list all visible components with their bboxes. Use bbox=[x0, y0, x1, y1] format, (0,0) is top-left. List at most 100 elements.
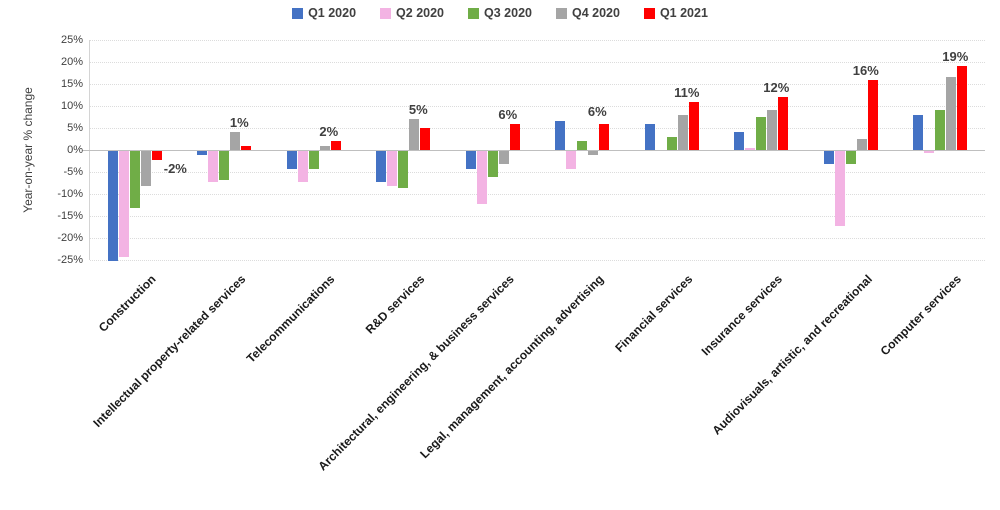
legend-swatch-icon bbox=[468, 7, 480, 19]
x-category-label: Legal, management, accounting, advertisi… bbox=[417, 272, 607, 462]
x-category-label: Construction bbox=[95, 272, 159, 335]
x-category-label: Financial services bbox=[612, 272, 696, 356]
bar-q1-2020-cat7 bbox=[734, 132, 745, 150]
bar-q1-2020-cat6 bbox=[644, 123, 655, 150]
legend-label: Q4 2020 bbox=[571, 6, 620, 20]
legend-swatch-icon bbox=[555, 7, 567, 19]
legend-item-q1-2021: Q1 2021 bbox=[643, 6, 708, 20]
bar-q1-2021-cat5 bbox=[599, 123, 610, 150]
y-tick-label: -25% bbox=[57, 254, 83, 266]
gridline bbox=[90, 106, 985, 107]
bar-q1-2021-cat0 bbox=[151, 151, 162, 160]
y-tick-label: 25% bbox=[60, 34, 83, 46]
bar-q1-2021-cat1 bbox=[241, 145, 252, 150]
bar-q3-2020-cat9 bbox=[935, 110, 946, 150]
zero-axis-line bbox=[82, 150, 985, 151]
bar-q2-2020-cat4 bbox=[476, 151, 487, 204]
y-tick-label: -20% bbox=[57, 232, 83, 244]
x-category-label: R&D services bbox=[362, 272, 428, 337]
legend-swatch-icon bbox=[643, 7, 655, 19]
bar-q4-2020-cat5 bbox=[588, 151, 599, 156]
bar-q2-2020-cat3 bbox=[387, 151, 398, 187]
bar-q1-2020-cat1 bbox=[197, 151, 208, 156]
y-tick-label: 5% bbox=[67, 122, 83, 134]
data-label: 2% bbox=[319, 124, 339, 140]
bar-q1-2020-cat5 bbox=[555, 121, 566, 150]
bar-q1-2021-cat3 bbox=[420, 128, 431, 150]
gridline bbox=[90, 40, 985, 41]
legend-item-q2-2020: Q2 2020 bbox=[380, 6, 444, 20]
x-category-label: Intellectual property-related services bbox=[90, 272, 249, 430]
bar-q1-2021-cat2 bbox=[330, 141, 341, 150]
legend-label: Q2 2020 bbox=[396, 6, 445, 20]
gridline bbox=[90, 128, 985, 129]
bar-q1-2020-cat8 bbox=[823, 151, 834, 165]
bar-q4-2020-cat6 bbox=[677, 114, 688, 150]
bar-q4-2020-cat9 bbox=[946, 77, 957, 150]
bar-q4-2020-cat8 bbox=[856, 139, 867, 150]
y-tick-label: 15% bbox=[60, 78, 83, 90]
bar-q3-2020-cat0 bbox=[129, 151, 140, 209]
y-tick-label: 20% bbox=[60, 56, 83, 68]
bar-q3-2020-cat2 bbox=[308, 151, 319, 169]
bar-q4-2020-cat4 bbox=[498, 151, 509, 165]
gridline bbox=[90, 216, 985, 217]
bar-q1-2020-cat9 bbox=[913, 114, 924, 150]
gridline bbox=[90, 172, 985, 173]
bar-q1-2020-cat3 bbox=[376, 151, 387, 182]
y-tick-label: -10% bbox=[57, 188, 83, 200]
bar-q2-2020-cat7 bbox=[745, 147, 756, 150]
bar-q3-2020-cat4 bbox=[487, 151, 498, 178]
bar-q3-2020-cat3 bbox=[398, 151, 409, 189]
bar-q3-2020-cat6 bbox=[666, 136, 677, 150]
bar-q4-2020-cat0 bbox=[140, 151, 151, 187]
bar-chart-plot-area: 25% 20% 15% 10% 5% 0% -5% -10% -15% -20% -25% -2% Co… bbox=[57, 34, 985, 473]
data-label: 1% bbox=[229, 115, 249, 131]
bar-q3-2020-cat5 bbox=[577, 141, 588, 150]
data-label: 12% bbox=[763, 80, 790, 96]
gridline bbox=[90, 260, 985, 261]
y-tick-label: 10% bbox=[60, 100, 83, 112]
chart-legend: Q1 2020 Q2 2020 Q3 2020 Q4 2020 Q1 2021 bbox=[0, 6, 1000, 20]
bar-q1-2021-cat7 bbox=[778, 97, 789, 150]
bar-q2-2020-cat1 bbox=[208, 151, 219, 182]
legend-swatch-icon bbox=[380, 7, 392, 19]
data-label: 5% bbox=[408, 102, 428, 118]
x-category-label: Insurance services bbox=[698, 272, 786, 359]
y-tick-label: -5% bbox=[63, 166, 83, 178]
gridline bbox=[90, 238, 985, 239]
data-label: 6% bbox=[498, 106, 518, 122]
y-tick-label: -15% bbox=[57, 210, 83, 222]
gridline bbox=[90, 194, 985, 195]
y-axis-title: Year-on-year % change bbox=[21, 87, 35, 213]
data-label: 19% bbox=[942, 49, 969, 65]
data-label: 16% bbox=[852, 62, 879, 78]
x-category-label: Telecommunications bbox=[243, 272, 338, 366]
bar-q2-2020-cat5 bbox=[566, 151, 577, 169]
bar-q1-2020-cat2 bbox=[286, 151, 297, 169]
y-tick-label: 0% bbox=[67, 144, 83, 156]
data-label: -2% bbox=[163, 161, 187, 176]
bar-q3-2020-cat1 bbox=[219, 151, 230, 180]
bar-q2-2020-cat8 bbox=[834, 151, 845, 226]
bar-q4-2020-cat2 bbox=[319, 145, 330, 150]
gridline bbox=[90, 84, 985, 85]
bar-q1-2021-cat6 bbox=[688, 101, 699, 150]
legend-swatch-icon bbox=[292, 7, 304, 19]
bar-q3-2020-cat7 bbox=[756, 117, 767, 150]
bar-q1-2021-cat8 bbox=[867, 79, 878, 150]
x-category-label: Computer services bbox=[877, 272, 965, 359]
legend-label: Q1 2020 bbox=[308, 6, 357, 20]
legend-label: Q3 2020 bbox=[484, 6, 532, 20]
bar-q4-2020-cat3 bbox=[409, 119, 420, 150]
data-label: 11% bbox=[674, 84, 700, 100]
bar-q4-2020-cat7 bbox=[767, 110, 778, 150]
legend-label: Q1 2021 bbox=[659, 6, 708, 20]
legend-item-q4-2020: Q4 2020 bbox=[555, 6, 620, 20]
legend-item-q1-2020: Q1 2020 bbox=[292, 6, 356, 20]
bar-q4-2020-cat1 bbox=[230, 132, 241, 150]
bar-q1-2020-cat0 bbox=[107, 151, 118, 261]
bar-q3-2020-cat8 bbox=[845, 151, 856, 165]
gridline bbox=[90, 62, 985, 63]
legend-item-q3-2020: Q3 2020 bbox=[468, 6, 532, 20]
